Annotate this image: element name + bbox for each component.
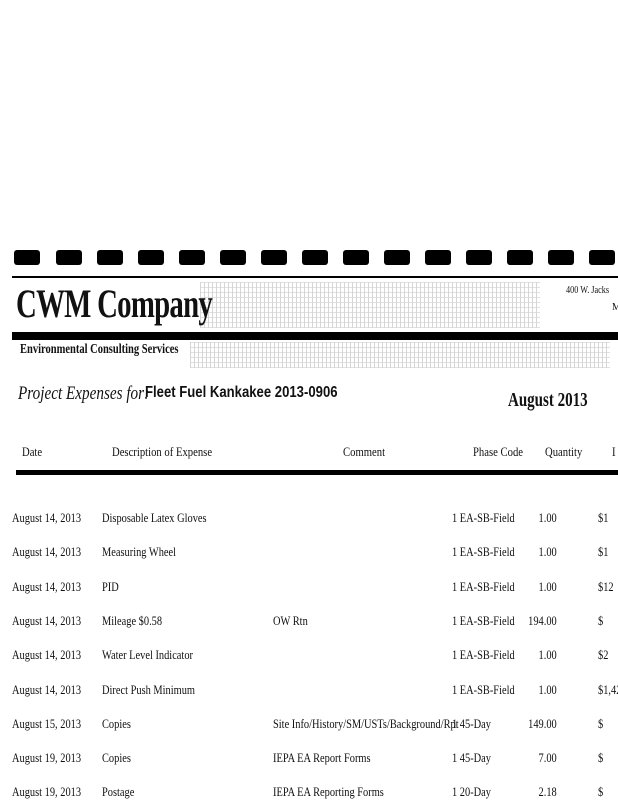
company-address-line2: M <box>612 302 618 313</box>
cell-phase-code: 1 EA-SB-Field <box>452 681 515 697</box>
cell-comment: OW Rtn <box>273 612 308 628</box>
cell-quantity: 194.00 <box>528 612 557 628</box>
cell-description: Copies <box>102 715 131 731</box>
header-rule <box>16 470 618 475</box>
letterhead-texture <box>190 342 610 368</box>
table-row: August 14, 2013 PID 1 EA-SB-Field 1.00 $12 <box>0 579 618 599</box>
cell-quantity: 149.00 <box>528 715 557 731</box>
cell-rate: $1 <box>598 544 609 560</box>
cell-date: August 15, 2013 <box>12 715 82 731</box>
header-phase-code: Phase Code <box>473 444 524 459</box>
cell-date: August 14, 2013 <box>12 544 82 560</box>
punch-mark <box>138 250 164 265</box>
cell-rate: $12 <box>598 578 614 594</box>
punch-mark <box>97 250 123 265</box>
letterhead-texture <box>200 282 540 328</box>
cell-quantity: 1.00 <box>538 544 557 560</box>
punch-mark <box>343 250 369 265</box>
punch-mark <box>589 250 615 265</box>
table-row: August 15, 2013 Copies Site Info/History/S… <box>0 716 618 736</box>
cell-rate: $ <box>598 750 604 766</box>
title-prefix: Project Expenses for: <box>18 383 150 404</box>
punch-mark <box>425 250 451 265</box>
cell-phase-code: 1 20-Day <box>452 784 491 800</box>
table-row: August 14, 2013 Mileage $0.58 OW Rtn 1 EA-S… <box>0 613 618 633</box>
cell-quantity: 7.00 <box>538 750 557 766</box>
header-rate: I <box>612 444 616 459</box>
cell-comment: IEPA EA Reporting Forms <box>273 784 384 800</box>
cell-rate: $1,42 <box>598 681 618 697</box>
cell-phase-code: 1 EA-SB-Field <box>452 578 515 594</box>
cell-quantity: 1.00 <box>538 510 557 525</box>
cell-comment: Site Info/History/SM/USTs/Background/Rpt <box>273 715 459 731</box>
cell-description: Copies <box>102 750 131 766</box>
header-quantity: Quantity <box>545 444 583 459</box>
cell-date: August 14, 2013 <box>12 510 82 525</box>
punch-mark <box>56 250 82 265</box>
punch-mark <box>384 250 410 265</box>
cell-date: August 14, 2013 <box>12 681 82 697</box>
cell-description: Disposable Latex Gloves <box>102 510 207 525</box>
cell-phase-code: 1 EA-SB-Field <box>452 647 515 663</box>
cell-date: August 14, 2013 <box>12 612 82 628</box>
cell-description: Direct Push Minimum <box>102 681 196 697</box>
table-row: August 19, 2013 Copies IEPA EA Report Form… <box>0 750 618 770</box>
cell-description: Water Level Indicator <box>102 647 193 663</box>
header-description: Description of Expense <box>112 444 213 459</box>
cell-quantity: 1.00 <box>538 647 557 663</box>
punch-mark <box>302 250 328 265</box>
cell-phase-code: 1 EA-SB-Field <box>452 510 515 525</box>
company-logo: CWM Company <box>16 280 288 327</box>
cell-rate: $ <box>598 784 604 800</box>
cell-date: August 19, 2013 <box>12 784 82 800</box>
cell-quantity: 2.18 <box>538 784 557 800</box>
table-row: August 14, 2013 Disposable Latex Gloves 1 … <box>0 510 618 530</box>
punch-mark <box>220 250 246 265</box>
table-row: August 14, 2013 Water Level Indicator 1 EA… <box>0 647 618 667</box>
cell-date: August 19, 2013 <box>12 750 82 766</box>
cell-comment: IEPA EA Report Forms <box>273 750 371 766</box>
cell-phase-code: 1 EA-SB-Field <box>452 544 515 560</box>
cell-quantity: 1.00 <box>538 681 557 697</box>
punch-mark <box>14 250 40 265</box>
cell-phase-code: 1 45-Day <box>452 750 491 766</box>
cell-rate: $ <box>598 715 604 731</box>
company-tagline: Environmental Consulting Services <box>20 342 179 357</box>
company-name: CWM Company <box>16 281 213 326</box>
cell-date: August 14, 2013 <box>12 578 82 594</box>
cell-date: August 14, 2013 <box>12 647 82 663</box>
cell-rate: $1 <box>598 510 609 525</box>
cell-quantity: 1.00 <box>538 578 557 594</box>
table-row: August 19, 2013 Postage IEPA EA Reporting … <box>0 784 618 804</box>
report-period: August 2013 <box>508 389 588 411</box>
cell-phase-code: 1 EA-SB-Field <box>452 612 515 628</box>
letterhead <box>12 276 618 373</box>
project-name: Fleet Fuel Kankakee 2013-0906 <box>145 384 338 401</box>
cell-rate: $ <box>598 612 604 628</box>
punch-mark <box>466 250 492 265</box>
letterhead-bar <box>12 332 618 340</box>
punch-mark <box>179 250 205 265</box>
cell-rate: $2 <box>598 647 609 663</box>
cell-description: Postage <box>102 784 135 800</box>
punch-mark <box>548 250 574 265</box>
header-comment: Comment <box>343 444 386 459</box>
report-title: Project Expenses for: <box>18 383 182 405</box>
cell-phase-code: 1 45-Day <box>452 715 491 731</box>
punch-mark <box>261 250 287 265</box>
cell-description: Measuring Wheel <box>102 544 177 560</box>
cell-description: Mileage $0.58 <box>102 612 163 628</box>
table-row: August 14, 2013 Measuring Wheel 1 EA-SB-Fi… <box>0 544 618 564</box>
company-address: 400 W. Jacks <box>566 285 610 296</box>
punch-mark <box>507 250 533 265</box>
header-date: Date <box>22 444 43 459</box>
table-row: August 14, 2013 Direct Push Minimum 1 EA-S… <box>0 682 618 702</box>
cell-description: PID <box>102 578 119 594</box>
